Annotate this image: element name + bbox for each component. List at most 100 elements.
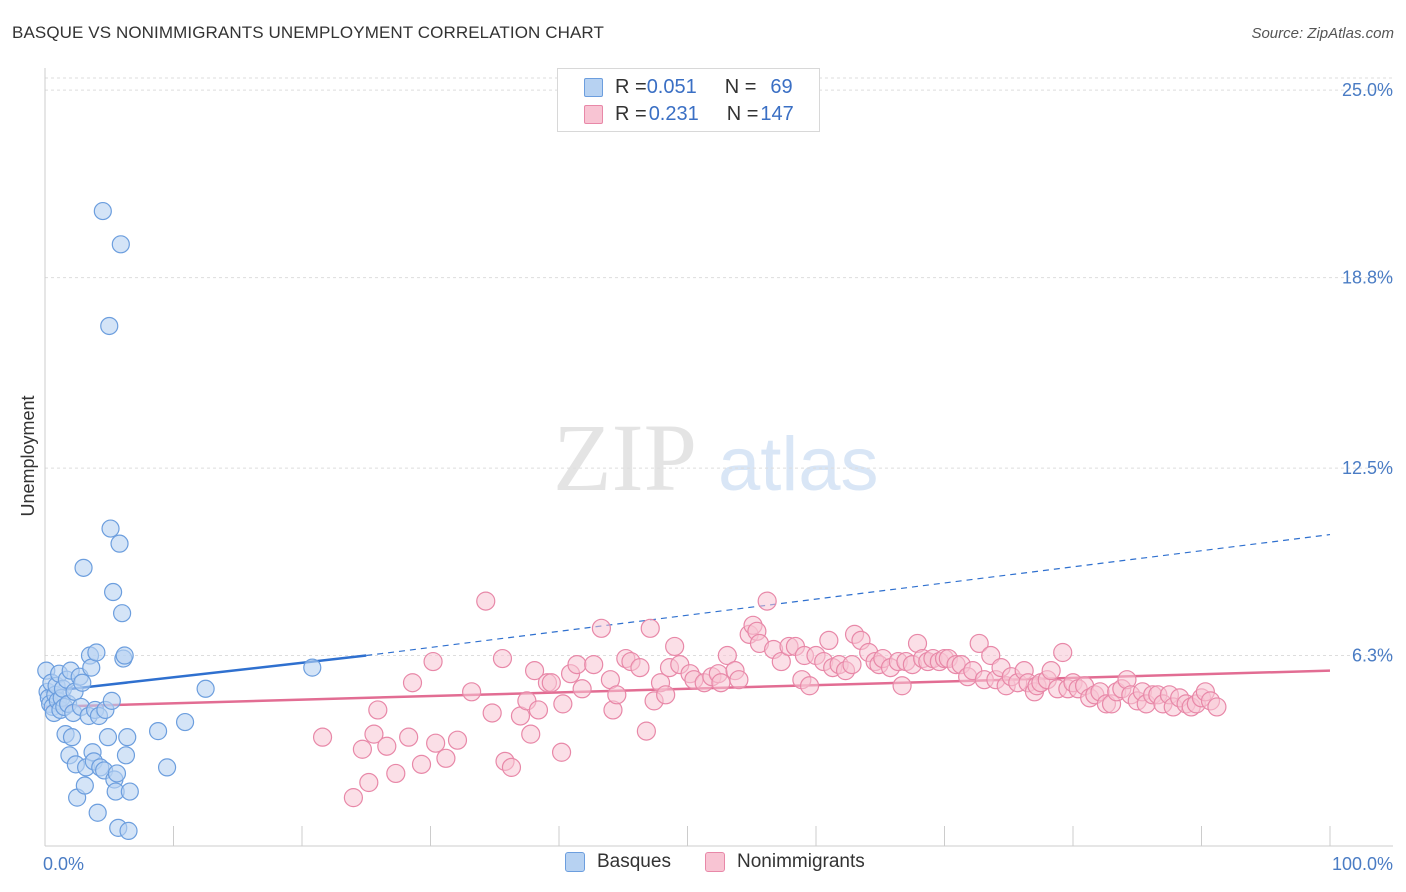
nonimmigrants-point [640, 618, 660, 638]
basques-point [118, 728, 137, 747]
nonimmigrants-point [476, 591, 496, 611]
basques-swatch [584, 77, 603, 97]
nonimmigrants-point [572, 679, 592, 699]
nonimmigrants-points [312, 591, 1227, 808]
basques-point [104, 582, 123, 602]
chart-title: BASQUE VS NONIMMIGRANTS UNEMPLOYMENT COR… [12, 23, 604, 42]
nonimmigrants-point [567, 654, 587, 675]
nonimmigrants-point [399, 727, 419, 747]
nonimmigrants-point [447, 730, 468, 750]
nonimmigrants-point [771, 651, 791, 672]
nonimmigrants-point [528, 700, 549, 720]
nonimmigrants-point [757, 591, 777, 611]
nonimmigrants-legend-label: Nonimmigrants [737, 851, 865, 872]
basques-point [157, 758, 177, 777]
legend-r-label: R = [615, 75, 647, 98]
nonimmigrants-point [553, 694, 573, 714]
legend-item-basques[interactable]: Basques [565, 851, 671, 873]
nonimmigrants-point [386, 763, 406, 784]
nonimmigrants-point [551, 742, 572, 762]
legend-r-value: 0.231 [648, 102, 699, 125]
y-tick-label: 6.3% [1352, 646, 1393, 666]
nonimmigrants-point [368, 700, 388, 720]
nonimmigrants-point [591, 618, 612, 638]
stats-legend: R = 0.051 N = 69 R = 0.231 N = 147 [557, 68, 820, 132]
basques-point [74, 558, 93, 577]
nonimmigrants-point [584, 654, 604, 675]
nonimmigrants-point [359, 772, 379, 793]
nonimmigrants-point [521, 724, 541, 744]
legend-item-nonimmigrants[interactable]: Nonimmigrants [705, 851, 865, 873]
basques-point [100, 316, 119, 336]
nonimmigrants-point [482, 703, 502, 723]
y-axis-label: Unemployment [18, 395, 38, 516]
nonimmigrants-point [492, 648, 513, 669]
nonimmigrants-point [729, 670, 749, 690]
x-tick-labels: 0.0% 100.0% [43, 854, 1393, 874]
series-legend: Basques Nonimmigrants [0, 851, 1406, 879]
basques-point [75, 776, 94, 795]
basques-legend-label: Basques [597, 851, 671, 872]
nonimmigrants-point [364, 724, 384, 744]
basques-point [62, 728, 82, 747]
legend-n-value: 147 [760, 102, 794, 125]
gridlines [45, 77, 1393, 657]
legend-r-label: R = [615, 102, 647, 125]
basques-point [120, 782, 139, 801]
nonimmigrants-point [402, 673, 423, 693]
nonimmigrants-point [541, 673, 561, 693]
basques-legend-swatch [565, 852, 585, 872]
legend-row-basques: R = 0.051 N = 69 [584, 75, 793, 99]
basques-point [303, 658, 322, 677]
nonimmigrants-point [607, 685, 627, 705]
nonimmigrants-point [462, 682, 482, 702]
nonimmigrants-point [1053, 642, 1073, 663]
nonimmigrants-point [524, 661, 545, 681]
legend-r-value: 0.051 [646, 75, 697, 98]
basques-point [101, 519, 120, 538]
x-ticks [44, 826, 1331, 846]
basques-point [148, 722, 168, 741]
basques-point [82, 658, 101, 677]
nonimmigrants-point [717, 645, 737, 666]
basques-point [115, 646, 134, 665]
legend-n-label: N = [726, 102, 759, 125]
watermark: ZIP atlas [553, 404, 879, 511]
nonimmigrants-point [1041, 661, 1061, 681]
nonimmigrants-point [312, 727, 333, 747]
y-tick-label: 12.5% [1342, 458, 1393, 478]
basques-point [98, 728, 118, 747]
nonimmigrants-point [343, 788, 363, 808]
nonimmigrants-point [969, 633, 989, 654]
nonimmigrants-point [411, 754, 432, 774]
nonimmigrants-legend-swatch [705, 852, 725, 872]
watermark-atlas: atlas [718, 422, 879, 507]
x-tick-label: 100.0% [1332, 854, 1393, 874]
y-tick-label: 18.8% [1342, 268, 1393, 288]
watermark-zip: ZIP [553, 404, 697, 511]
basques-point [110, 534, 129, 553]
basques-point [102, 691, 121, 710]
nonimmigrants-point [665, 636, 685, 657]
nonimmigrants-trend-line [44, 669, 1331, 709]
legend-row-nonimmigrants: R = 0.231 N = 147 [584, 102, 794, 126]
y-tick-label: 25.0% [1342, 80, 1393, 100]
legend-n-value: 69 [770, 75, 793, 98]
x-tick-label: 0.0% [43, 854, 84, 874]
nonimmigrants-point [892, 676, 912, 696]
basques-point [73, 673, 92, 692]
nonimmigrants-point [630, 658, 650, 678]
nonimmigrants-point [711, 673, 731, 693]
nonimmigrants-point [377, 736, 397, 756]
basques-point [93, 201, 112, 221]
nonimmigrants-point [1207, 697, 1227, 717]
nonimmigrants-point [436, 748, 456, 768]
axes [44, 68, 1393, 847]
basques-point [175, 712, 195, 732]
basques-point [88, 803, 107, 822]
basques-point [196, 679, 215, 698]
legend-n-label: N = [724, 75, 757, 98]
nonimmigrants-swatch [584, 104, 603, 124]
basques-point [107, 764, 127, 783]
